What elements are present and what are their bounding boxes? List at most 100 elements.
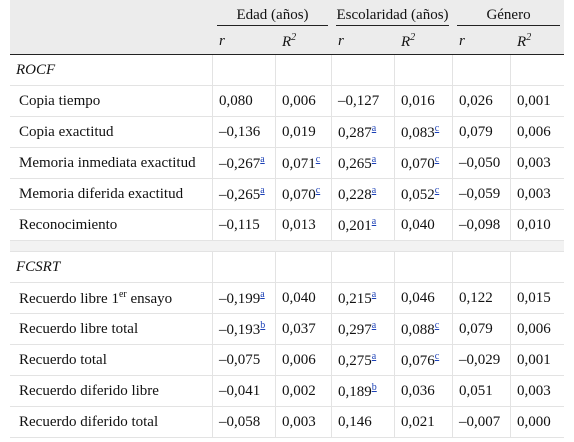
section-row: ROCF bbox=[10, 55, 565, 86]
value-cell: –0,059 bbox=[453, 179, 512, 210]
footnote-link[interactable]: c bbox=[434, 122, 440, 134]
footnote-link[interactable]: c bbox=[434, 153, 440, 165]
section-spacer bbox=[10, 241, 565, 252]
footnote-link[interactable]: a bbox=[260, 288, 265, 300]
header-sub-r2-5: R2 bbox=[511, 28, 565, 55]
footnote-link[interactable]: b bbox=[371, 381, 377, 393]
value-cell: –0,193b bbox=[213, 314, 276, 345]
empty-cell bbox=[332, 252, 395, 283]
value-cell: –0,265a bbox=[213, 179, 276, 210]
value-cell: –0,041 bbox=[213, 376, 276, 407]
value-cell: 0,079 bbox=[453, 314, 512, 345]
footnote-link[interactable]: a bbox=[371, 153, 377, 165]
value-cell: 0,015 bbox=[511, 283, 565, 314]
empty-cell bbox=[395, 252, 454, 283]
footnote-link[interactable]: c bbox=[434, 319, 440, 331]
row-label: Memoria inmediata exactitud bbox=[10, 148, 213, 179]
header-sub-r2-3: R2 bbox=[395, 28, 454, 55]
value-cell: –0,007 bbox=[453, 407, 512, 438]
value-cell: 0,071c bbox=[276, 148, 332, 179]
table-row: Recuerdo libre 1er ensayo –0,199a 0,040 0,2… bbox=[10, 283, 565, 314]
value-cell: –0,136 bbox=[213, 117, 276, 148]
value-cell: 0,037 bbox=[276, 314, 332, 345]
header-group-age: Edad (años) bbox=[213, 0, 332, 28]
footnote-link[interactable]: a bbox=[260, 184, 265, 196]
value-cell: –0,127 bbox=[332, 86, 395, 117]
value-cell: 0,046 bbox=[395, 283, 454, 314]
footnote-link[interactable]: c bbox=[315, 153, 321, 165]
table-row: Memoria diferida exactitud –0,265a 0,070c 0… bbox=[10, 179, 565, 210]
value-cell: 0,003 bbox=[511, 376, 565, 407]
value-cell: 0,080 bbox=[213, 86, 276, 117]
header-sub-row: r R2 r R2 r R2 bbox=[10, 28, 565, 55]
value-cell: 0,026 bbox=[453, 86, 512, 117]
table-body: ROCF Copia tiempo 0,080 0,006 –0,127 0,016 0,0… bbox=[10, 55, 565, 438]
value-cell: –0,098 bbox=[453, 210, 512, 241]
value-cell: 0,122 bbox=[453, 283, 512, 314]
footnote-link[interactable]: c bbox=[434, 184, 440, 196]
section-title: FCSRT bbox=[10, 252, 213, 283]
value-cell: –0,029 bbox=[453, 345, 512, 376]
value-cell: –0,058 bbox=[213, 407, 276, 438]
empty-cell bbox=[276, 55, 332, 86]
row-label: Recuerdo diferido libre bbox=[10, 376, 213, 407]
header-superscript: 2 bbox=[526, 31, 532, 43]
header-sub-r-0: r bbox=[213, 28, 276, 55]
row-label: Reconocimiento bbox=[10, 210, 213, 241]
value-cell: 0,002 bbox=[276, 376, 332, 407]
value-cell: 0,040 bbox=[395, 210, 454, 241]
value-cell: 0,265a bbox=[332, 148, 395, 179]
value-cell: 0,010 bbox=[511, 210, 565, 241]
value-cell: 0,021 bbox=[395, 407, 454, 438]
value-cell: 0,052c bbox=[395, 179, 454, 210]
empty-cell bbox=[453, 55, 512, 86]
footnote-link[interactable]: b bbox=[260, 319, 266, 331]
row-label: Recuerdo diferido total bbox=[10, 407, 213, 438]
value-cell: 0,297a bbox=[332, 314, 395, 345]
section-title: ROCF bbox=[10, 55, 213, 86]
value-cell: 0,051 bbox=[453, 376, 512, 407]
footnote-link[interactable]: a bbox=[371, 122, 377, 134]
row-label: Recuerdo libre total bbox=[10, 314, 213, 345]
header-sub-blank bbox=[10, 28, 213, 55]
footnote-link[interactable]: c bbox=[315, 184, 321, 196]
row-label: Memoria diferida exactitud bbox=[10, 179, 213, 210]
empty-cell bbox=[511, 55, 565, 86]
value-cell: 0,003 bbox=[511, 179, 565, 210]
value-cell: 0,006 bbox=[276, 86, 332, 117]
value-cell: 0,000 bbox=[511, 407, 565, 438]
value-cell: –0,075 bbox=[213, 345, 276, 376]
empty-cell bbox=[453, 252, 512, 283]
row-label: Recuerdo libre 1er ensayo bbox=[10, 283, 213, 314]
value-cell: 0,019 bbox=[276, 117, 332, 148]
value-cell: 0,079 bbox=[453, 117, 512, 148]
footnote-link[interactable]: a bbox=[371, 288, 377, 300]
value-cell: 0,083c bbox=[395, 117, 454, 148]
table-row: Copia tiempo 0,080 0,006 –0,127 0,016 0,026 0,… bbox=[10, 86, 565, 117]
value-cell: 0,070c bbox=[276, 179, 332, 210]
footnote-link[interactable]: a bbox=[371, 319, 377, 331]
value-cell: –0,115 bbox=[213, 210, 276, 241]
table-row: Recuerdo diferido total –0,058 0,003 0,146 0… bbox=[10, 407, 565, 438]
value-cell: 0,013 bbox=[276, 210, 332, 241]
header-sub-r2-1: R2 bbox=[276, 28, 332, 55]
footnote-link[interactable]: a bbox=[371, 184, 377, 196]
header-group-row: Edad (años) Escolaridad (años) Género bbox=[10, 0, 565, 28]
header-group-gender: Género bbox=[453, 0, 565, 28]
empty-cell bbox=[511, 252, 565, 283]
value-cell: 0,215a bbox=[332, 283, 395, 314]
footnote-link[interactable]: c bbox=[434, 350, 440, 362]
header-sub-r-2: r bbox=[332, 28, 395, 55]
footnote-link[interactable]: a bbox=[260, 153, 265, 165]
header-superscript: 2 bbox=[291, 31, 297, 43]
row-label: Recuerdo total bbox=[10, 345, 213, 376]
header-sub-r-4: r bbox=[453, 28, 512, 55]
footnote-link[interactable]: a bbox=[371, 215, 377, 227]
footnote-link[interactable]: a bbox=[371, 350, 377, 362]
value-cell: 0,088c bbox=[395, 314, 454, 345]
empty-cell bbox=[213, 252, 276, 283]
value-cell: 0,006 bbox=[276, 345, 332, 376]
empty-cell bbox=[276, 252, 332, 283]
table-row: Memoria inmediata exactitud –0,267a 0,071c… bbox=[10, 148, 565, 179]
value-cell: 0,036 bbox=[395, 376, 454, 407]
